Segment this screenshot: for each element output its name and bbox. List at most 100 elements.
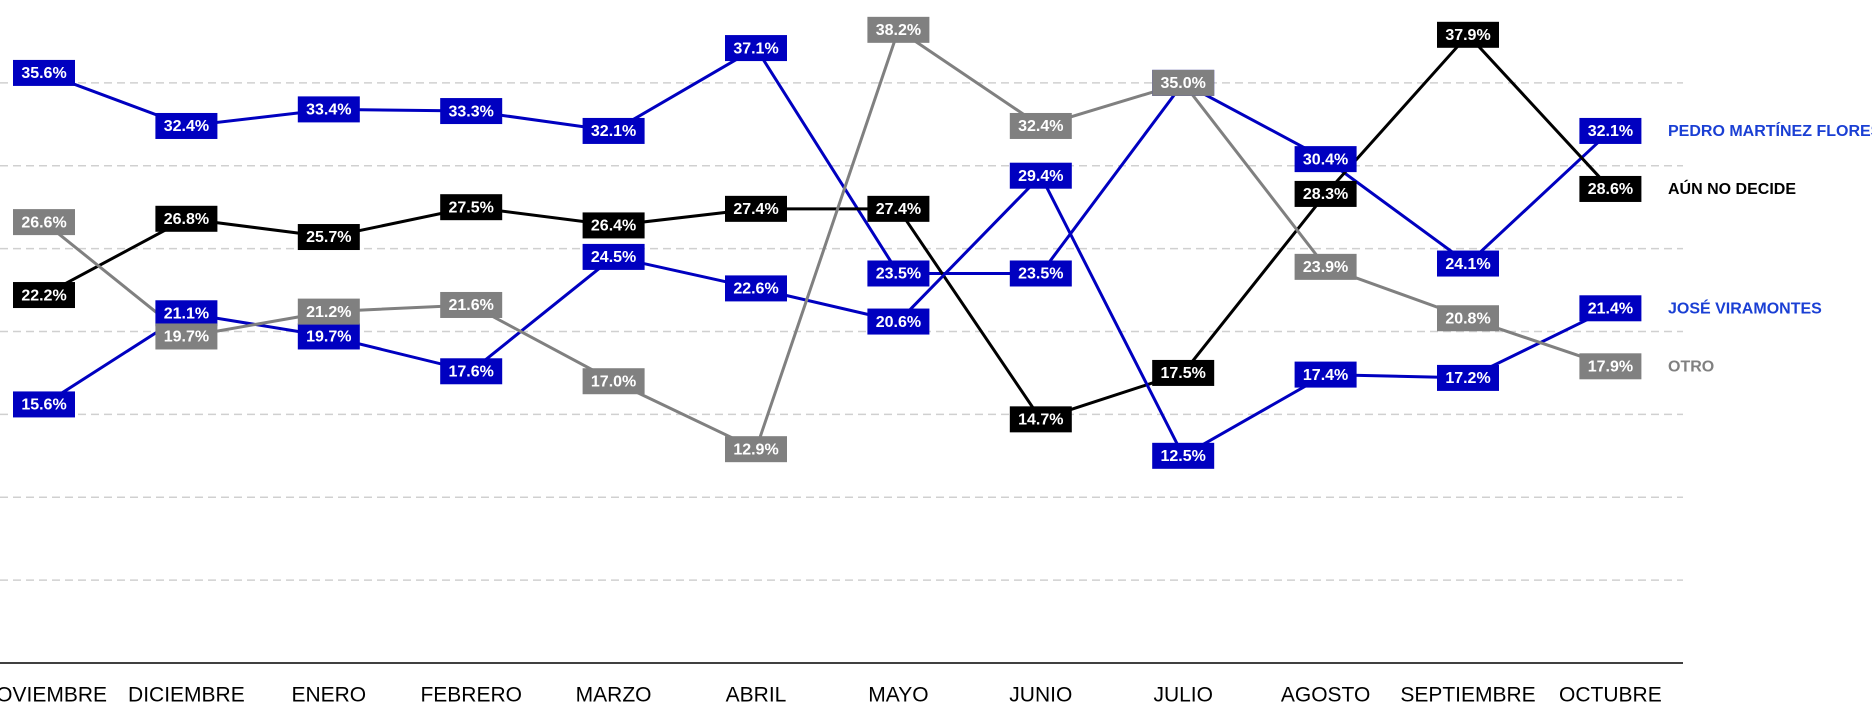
- x-tick-label: ABRIL: [726, 684, 787, 707]
- data-label: 27.4%: [725, 195, 787, 222]
- data-label: 29.4%: [1009, 162, 1072, 189]
- data-label: 32.1%: [1579, 117, 1642, 144]
- value-label: 25.7%: [306, 229, 351, 246]
- value-label: 14.7%: [1018, 412, 1063, 429]
- label-box: [582, 212, 645, 239]
- label-box: [867, 16, 930, 43]
- data-label: 24.5%: [582, 243, 645, 270]
- value-label: 17.6%: [449, 363, 494, 380]
- label-box: [725, 436, 787, 463]
- value-label: 24.5%: [591, 249, 636, 266]
- label-box: [1579, 353, 1642, 380]
- x-tick-label: FEBRERO: [420, 684, 522, 707]
- value-label: 38.2%: [876, 22, 921, 39]
- data-label: 26.4%: [582, 212, 645, 239]
- data-label: 19.7%: [297, 323, 360, 350]
- data-label: 21.1%: [155, 300, 218, 327]
- value-label: 19.7%: [164, 329, 209, 346]
- value-label: 33.3%: [449, 103, 494, 120]
- label-box: [582, 243, 645, 270]
- data-label: 25.7%: [297, 224, 360, 251]
- data-label: 20.8%: [1437, 305, 1499, 332]
- x-tick-label: MARZO: [576, 684, 652, 707]
- label-box: [1152, 442, 1215, 469]
- data-label: 23.9%: [1294, 253, 1357, 280]
- label-box: [725, 275, 787, 302]
- value-label: 12.5%: [1161, 448, 1206, 465]
- label-box: [1294, 146, 1357, 173]
- label-box: [1437, 250, 1499, 277]
- value-label: 26.8%: [164, 211, 209, 228]
- data-label: 37.9%: [1437, 21, 1499, 48]
- label-box: [1009, 112, 1072, 139]
- value-label: 29.4%: [1018, 168, 1063, 185]
- label-box: [1579, 117, 1642, 144]
- value-label: 27.4%: [876, 201, 921, 218]
- label-box: [1152, 359, 1215, 386]
- value-label: 20.6%: [876, 314, 921, 331]
- legend-label: PEDRO MARTÍNEZ FLORES: [1668, 121, 1872, 140]
- data-label: 32.4%: [155, 112, 218, 139]
- data-label: 21.2%: [297, 298, 360, 325]
- legend-label: OTRO: [1668, 359, 1714, 376]
- x-tick-label: NOVIEMBRE: [0, 684, 107, 707]
- label-box: [1152, 69, 1215, 96]
- label-box: [13, 59, 75, 86]
- value-label: 32.1%: [591, 123, 636, 140]
- data-label: 20.6%: [867, 308, 930, 335]
- label-box: [1009, 162, 1072, 189]
- data-label: 23.5%: [867, 260, 930, 287]
- data-label: 32.4%: [1009, 112, 1072, 139]
- label-box: [297, 224, 360, 251]
- data-label: 17.6%: [440, 358, 503, 385]
- data-label: 24.1%: [1437, 250, 1499, 277]
- label-box: [13, 391, 75, 418]
- label-box: [1294, 361, 1357, 388]
- data-label: 22.2%: [13, 282, 75, 309]
- value-label: 22.2%: [21, 287, 66, 304]
- data-label: 26.6%: [13, 209, 75, 236]
- data-label: 17.4%: [1294, 361, 1357, 388]
- series-line: [43, 27, 1611, 452]
- value-label: 17.9%: [1588, 359, 1633, 376]
- data-label: 30.4%: [1294, 146, 1357, 173]
- value-label: 27.4%: [733, 201, 778, 218]
- label-box: [440, 98, 503, 125]
- legend-label: JOSÉ VIRAMONTES: [1668, 299, 1822, 318]
- label-box: [725, 35, 787, 62]
- data-label: 28.6%: [1579, 175, 1642, 202]
- value-label: 17.4%: [1303, 367, 1348, 384]
- label-box: [725, 195, 787, 222]
- data-label: 22.6%: [725, 275, 787, 302]
- data-label: 17.0%: [582, 368, 645, 395]
- value-label: 37.1%: [733, 40, 778, 57]
- value-label: 20.8%: [1445, 310, 1490, 327]
- data-label: 23.5%: [1009, 260, 1072, 287]
- data-label: 19.7%: [155, 323, 218, 350]
- label-box: [1294, 253, 1357, 280]
- label-box: [155, 205, 218, 232]
- x-tick-label: DICIEMBRE: [128, 684, 245, 707]
- value-label: 21.1%: [164, 305, 209, 322]
- value-label: 15.6%: [21, 397, 66, 414]
- x-tick-label: OCTUBRE: [1559, 684, 1662, 707]
- data-label: 38.2%: [867, 16, 930, 43]
- label-box: [1009, 406, 1072, 433]
- value-label: 21.2%: [306, 304, 351, 321]
- label-box: [440, 358, 503, 385]
- label-box: [1437, 305, 1499, 332]
- value-label: 28.3%: [1303, 186, 1348, 203]
- data-label: 12.9%: [725, 436, 787, 463]
- value-label: 35.6%: [21, 65, 66, 82]
- data-label: 12.5%: [1152, 442, 1215, 469]
- value-label: 32.1%: [1588, 123, 1633, 140]
- value-label: 23.5%: [1018, 266, 1063, 283]
- data-label: 32.1%: [582, 117, 645, 144]
- data-label: 35.6%: [13, 59, 75, 86]
- data-label: 21.4%: [1579, 295, 1642, 322]
- value-label: 21.6%: [449, 297, 494, 314]
- data-label: 37.1%: [725, 35, 787, 62]
- data-label: 27.4%: [867, 195, 930, 222]
- label-box: [13, 209, 75, 236]
